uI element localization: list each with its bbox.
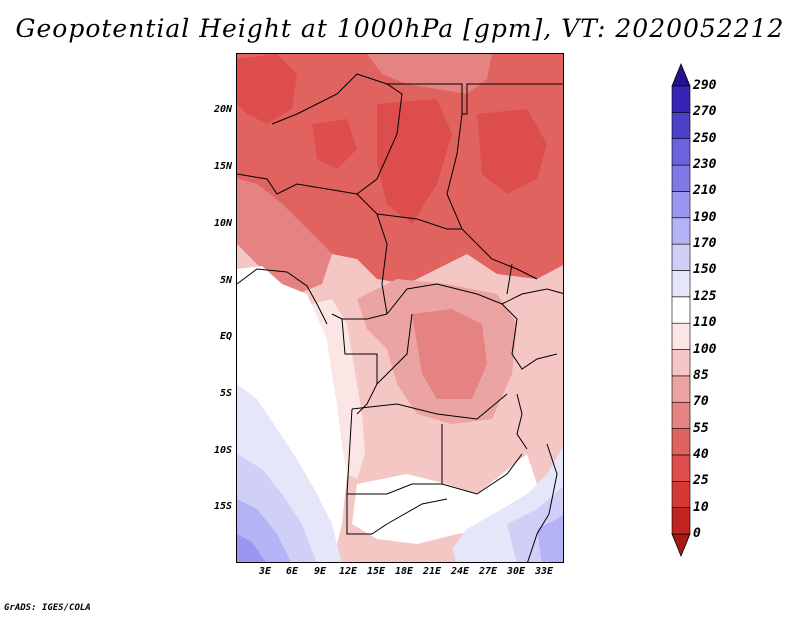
colorbar-level-label: 70: [693, 394, 709, 410]
colorbar-bottom-triangle: [671, 533, 691, 558]
colorbar-level-label: 170: [693, 236, 717, 252]
lon-label-21e: 21E: [422, 566, 442, 577]
colorbar-segment: [671, 480, 691, 508]
colorbar-level-label: 125: [693, 288, 717, 304]
lon-label-9e: 9E: [313, 566, 327, 577]
colorbar-segment: [671, 454, 691, 482]
lon-label-24e: 24E: [450, 566, 470, 577]
region-core-nw: [237, 54, 297, 124]
colorbar-segment: [671, 428, 691, 456]
lat-label-5s: 5S: [219, 388, 232, 399]
colorbar-level-label: 230: [693, 157, 717, 173]
lon-label-15e: 15E: [366, 566, 386, 577]
colorbar-level-label: 110: [693, 315, 717, 331]
colorbar-segment: [671, 164, 691, 192]
lat-label-15n: 15N: [213, 161, 232, 172]
colorbar-level-label: 190: [693, 209, 717, 225]
colorbar-level-label: 250: [693, 130, 717, 146]
colorbar-segment: [671, 507, 691, 535]
map-panel: [236, 53, 564, 563]
colorbar-segment: [671, 296, 691, 324]
colorbar-segment: [671, 243, 691, 271]
lon-label-6e: 6E: [285, 566, 299, 577]
colorbar-segment: [671, 191, 691, 219]
lon-label-27e: 27E: [478, 566, 498, 577]
colorbar-segment: [671, 322, 691, 350]
colorbar-level-label: 210: [693, 183, 717, 199]
colorbar-level-label: 40: [693, 446, 709, 462]
colorbar-top-triangle: [671, 62, 691, 87]
region-core-center: [312, 119, 357, 169]
region-core-east: [477, 109, 547, 194]
colorbar-segment: [671, 138, 691, 166]
colorbar-segment: [671, 85, 691, 113]
lon-label-18e: 18E: [394, 566, 414, 577]
colorbar-level-label: 270: [693, 104, 717, 120]
lon-label-33e: 33E: [534, 566, 554, 577]
colorbar-segment: [671, 375, 691, 403]
lon-label-12e: 12E: [338, 566, 358, 577]
region-coast-palest: [312, 299, 365, 479]
colorbar-level-label: 10: [693, 499, 709, 515]
region-ocean-lav4: [237, 534, 266, 562]
country-borders: [237, 73, 563, 562]
colorbar-level-label: 85: [693, 367, 709, 383]
lat-label-20n: 20N: [213, 104, 232, 115]
colorbar-segment: [671, 401, 691, 429]
colorbar-level-label: 100: [693, 341, 717, 357]
lat-label-5n: 5N: [219, 275, 232, 286]
colorbar-segment: [671, 349, 691, 377]
lat-label-15s: 15S: [213, 501, 232, 512]
colorbar-level-label: 150: [693, 262, 717, 278]
region-se-lav3: [537, 515, 563, 562]
region-west-light: [237, 179, 332, 294]
map-svg: [237, 54, 563, 562]
region-basin-core: [412, 309, 487, 399]
lat-label-10s: 10S: [213, 445, 232, 456]
region-core-sahel: [377, 99, 452, 224]
colorbar-segment: [671, 270, 691, 298]
lon-label-3e: 3E: [258, 566, 272, 577]
grads-credit: GrADS: IGES/COLA: [4, 603, 91, 613]
colorbar-level-label: 25: [693, 473, 709, 489]
colorbar-segment: [671, 217, 691, 245]
colorbar-level-label: 55: [693, 420, 709, 436]
lon-label-30e: 30E: [506, 566, 526, 577]
colorbar: [671, 62, 691, 558]
colorbar-level-label: 0: [693, 526, 701, 541]
lat-label-eq: EQ: [219, 331, 232, 342]
colorbar-level-label: 290: [693, 78, 717, 93]
colorbar-segment: [671, 112, 691, 140]
lat-label-10n: 10N: [213, 218, 232, 229]
plot-title: Geopotential Height at 1000hPa [gpm], VT…: [15, 14, 785, 43]
